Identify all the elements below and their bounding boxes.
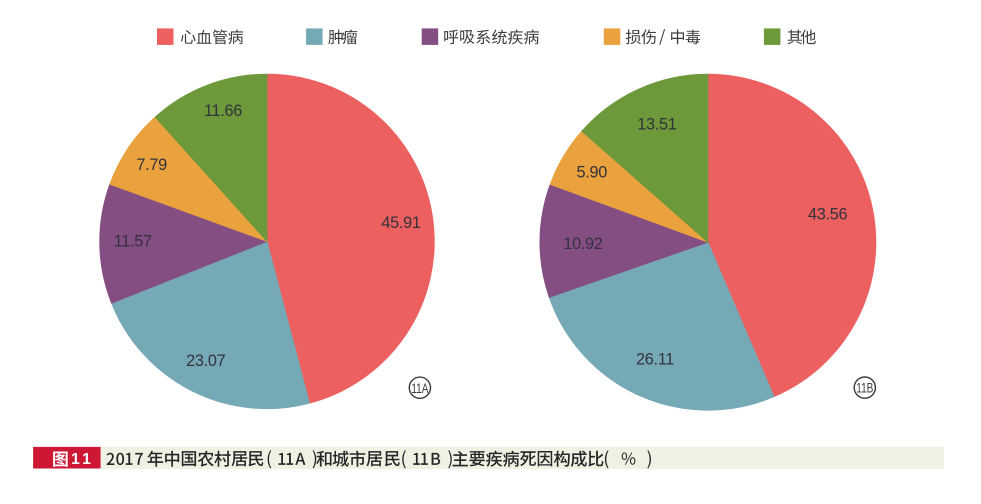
svg-text:5.90: 5.90	[577, 164, 608, 182]
svg-text:1: 1	[82, 451, 91, 468]
svg-text:11B: 11B	[856, 380, 873, 396]
svg-text:26.11: 26.11	[636, 351, 674, 369]
svg-text:10.92: 10.92	[563, 235, 602, 253]
svg-text:11.57: 11.57	[114, 232, 152, 250]
svg-text:7.79: 7.79	[136, 156, 167, 174]
svg-text:23.07: 23.07	[186, 352, 225, 370]
svg-text:43.56: 43.56	[808, 205, 847, 223]
svg-text:13.51: 13.51	[637, 115, 676, 133]
svg-text:11A: 11A	[411, 380, 429, 396]
svg-text:11.66: 11.66	[204, 102, 242, 120]
svg-text:1: 1	[71, 451, 80, 468]
svg-text:45.91: 45.91	[381, 214, 420, 232]
